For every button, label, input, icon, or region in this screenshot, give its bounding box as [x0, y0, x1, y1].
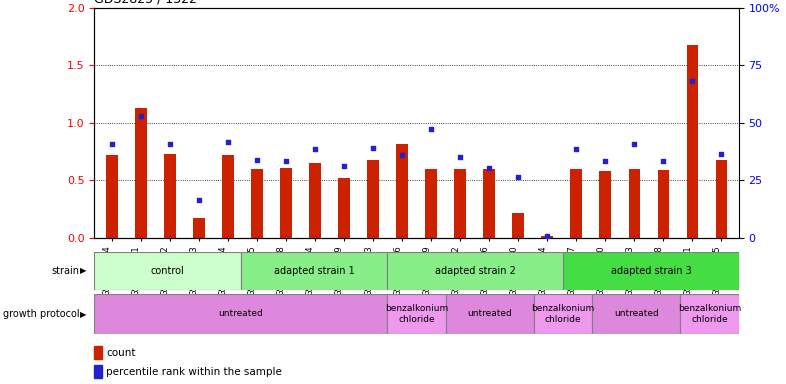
Text: adapted strain 2: adapted strain 2	[435, 266, 516, 276]
Text: benzalkonium
chloride: benzalkonium chloride	[531, 304, 595, 324]
Bar	[658, 170, 669, 238]
Point	[251, 157, 263, 163]
Bar	[106, 155, 118, 238]
Bar	[251, 169, 263, 238]
Text: strain: strain	[52, 266, 79, 276]
FancyBboxPatch shape	[387, 294, 446, 334]
Bar	[135, 108, 146, 238]
Point	[338, 162, 351, 169]
Bar	[94, 346, 102, 359]
Point	[163, 141, 176, 147]
Bar	[396, 144, 408, 238]
Text: benzalkonium
chloride: benzalkonium chloride	[678, 304, 741, 324]
FancyBboxPatch shape	[94, 294, 387, 334]
Bar	[94, 365, 102, 378]
Bar	[629, 169, 640, 238]
FancyBboxPatch shape	[593, 294, 680, 334]
Text: percentile rank within the sample: percentile rank within the sample	[106, 367, 282, 377]
Text: untreated: untreated	[468, 310, 512, 318]
Bar	[715, 160, 727, 238]
Point	[715, 151, 728, 157]
Point	[686, 78, 699, 84]
Point	[454, 154, 466, 161]
Bar	[687, 45, 698, 238]
Point	[193, 197, 205, 203]
Bar	[193, 218, 204, 238]
Text: GDS2825 / 1322: GDS2825 / 1322	[94, 0, 197, 5]
FancyBboxPatch shape	[563, 252, 739, 290]
Point	[657, 158, 670, 164]
Point	[541, 233, 553, 239]
Bar	[512, 213, 524, 238]
Bar	[542, 236, 553, 238]
Point	[105, 141, 118, 147]
Point	[309, 146, 321, 152]
FancyBboxPatch shape	[241, 252, 387, 290]
Bar	[483, 169, 495, 238]
Text: untreated: untreated	[219, 310, 263, 318]
Text: growth protocol: growth protocol	[3, 309, 79, 319]
Text: ▶: ▶	[80, 266, 86, 275]
Text: control: control	[151, 266, 185, 276]
Bar	[280, 168, 292, 238]
Bar	[571, 169, 582, 238]
Point	[396, 152, 409, 158]
Text: adapted strain 3: adapted strain 3	[611, 266, 692, 276]
Text: untreated: untreated	[614, 310, 659, 318]
Point	[280, 158, 292, 164]
Bar	[164, 154, 175, 238]
Bar	[338, 178, 350, 238]
Point	[628, 141, 641, 147]
Bar	[425, 169, 437, 238]
Text: ▶: ▶	[80, 310, 86, 319]
Point	[367, 145, 380, 151]
Text: adapted strain 1: adapted strain 1	[274, 266, 354, 276]
FancyBboxPatch shape	[94, 252, 241, 290]
FancyBboxPatch shape	[680, 294, 739, 334]
Point	[134, 113, 147, 119]
Bar	[309, 163, 321, 238]
Text: count: count	[106, 348, 135, 358]
Point	[483, 165, 495, 171]
FancyBboxPatch shape	[534, 294, 593, 334]
Text: benzalkonium
chloride: benzalkonium chloride	[385, 304, 448, 324]
Bar	[600, 171, 611, 238]
Bar	[454, 169, 466, 238]
Point	[599, 158, 612, 164]
Point	[512, 174, 524, 180]
Bar	[367, 160, 379, 238]
Point	[570, 146, 582, 152]
Bar	[222, 155, 233, 238]
FancyBboxPatch shape	[446, 294, 534, 334]
Point	[222, 139, 234, 146]
FancyBboxPatch shape	[387, 252, 563, 290]
Point	[424, 126, 437, 132]
